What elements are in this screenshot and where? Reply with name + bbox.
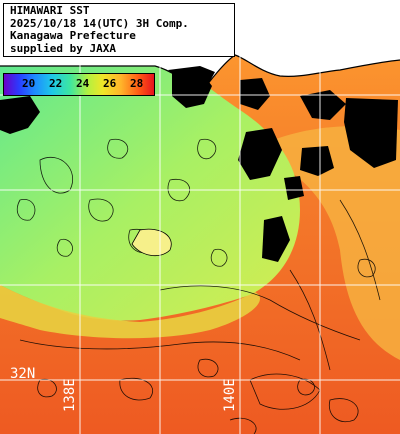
cloud-mask [344, 98, 398, 168]
title-line-4: supplied by JAXA [10, 41, 116, 55]
longitude-label-138e: 138E [62, 378, 78, 412]
legend-tick-24: 24 [76, 77, 90, 90]
legend-tick-22: 22 [49, 77, 63, 90]
title-line-2: 2025/10/18 14(UTC) 3H Comp. [10, 16, 189, 30]
cloud-mask [0, 96, 40, 134]
legend-tick-20: 20 [22, 77, 36, 90]
legend-tick-28: 28 [130, 77, 144, 90]
bay-warm-patch [131, 228, 172, 257]
latitude-label-32n: 32N [10, 366, 36, 382]
bay-fringe [0, 285, 260, 339]
transition-band [250, 126, 400, 360]
cloud-mask [238, 128, 282, 180]
cloud-mask [300, 146, 334, 176]
title-line-3: Kanagawa Prefecture [10, 29, 136, 42]
cloud-mask [240, 78, 270, 110]
title-line-1: HIMAWARI SST [10, 4, 90, 17]
sst-color-legend: 20 22 24 26 28 [3, 73, 155, 96]
map-title-box: HIMAWARI SST 2025/10/18 14(UTC) 3H Comp.… [3, 3, 235, 57]
legend-tick-26: 26 [103, 77, 117, 90]
sst-contours [16, 138, 381, 434]
cloud-mask [284, 176, 304, 200]
cloud-mask [300, 90, 346, 120]
longitude-label-140e: 140E [222, 378, 238, 412]
cloud-mask [172, 70, 212, 108]
cloud-mask [262, 216, 290, 262]
